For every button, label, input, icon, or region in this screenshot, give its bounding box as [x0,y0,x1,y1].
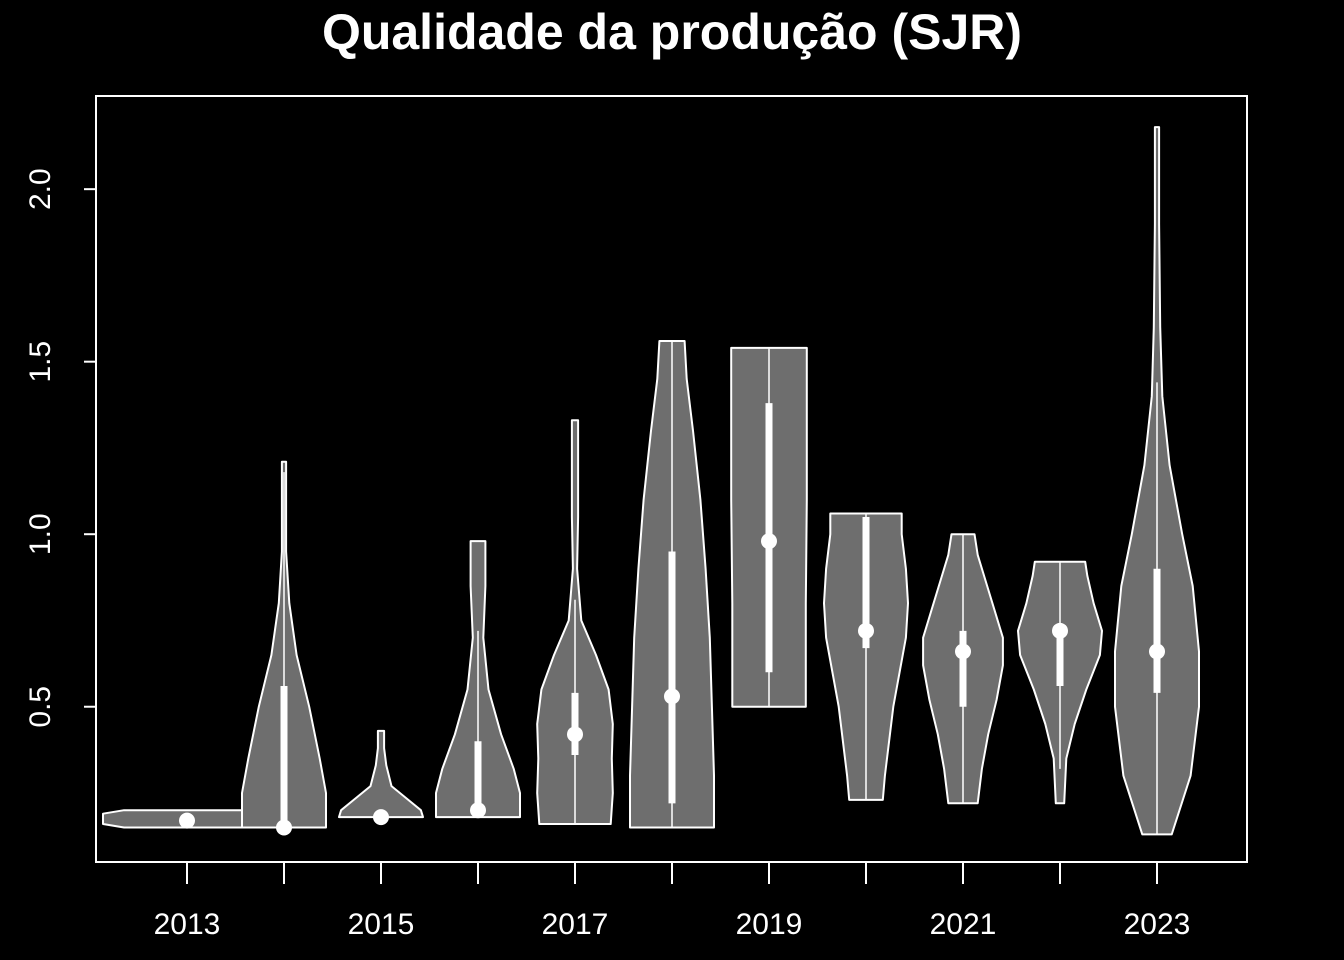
violin-median-2020 [858,622,874,639]
x-tick-label: 2021 [930,908,997,941]
y-tick-label: 0.5 [24,686,57,728]
violin-2014 [241,460,327,836]
y-tick-label: 1.5 [24,341,57,383]
violin-median-2023 [1149,643,1165,660]
x-tick-label: 2023 [1124,908,1191,941]
chart-title: Qualidade da produção (SJR) [321,4,1023,60]
x-tick-label: 2017 [542,908,609,941]
x-tick-label: 2019 [736,908,803,941]
y-tick-label: 1.0 [24,513,57,555]
violin-2021 [922,533,1004,805]
violin-median-2017 [567,726,583,743]
violin-median-2022 [1052,622,1068,639]
violin-median-2021 [955,643,971,660]
violin-shape-2015 [338,729,424,819]
violin-2015 [338,729,424,826]
violin-median-2014 [276,819,292,836]
violin-median-2016 [470,802,486,819]
violin-2020 [823,512,909,801]
x-tick-label: 2015 [348,908,415,941]
violin-median-2013 [179,812,195,829]
violin-2016 [435,540,521,819]
violin-median-2018 [664,688,680,705]
violin-2018 [629,340,715,829]
violin-median-2015 [373,809,389,826]
violin-2023 [1114,126,1200,836]
violin-2017 [536,419,614,825]
violin-2022 [1017,560,1103,805]
violin-median-2019 [761,533,777,550]
violin-2019 [730,346,808,708]
y-tick-label: 2.0 [24,168,57,210]
x-tick-label: 2013 [154,908,221,941]
